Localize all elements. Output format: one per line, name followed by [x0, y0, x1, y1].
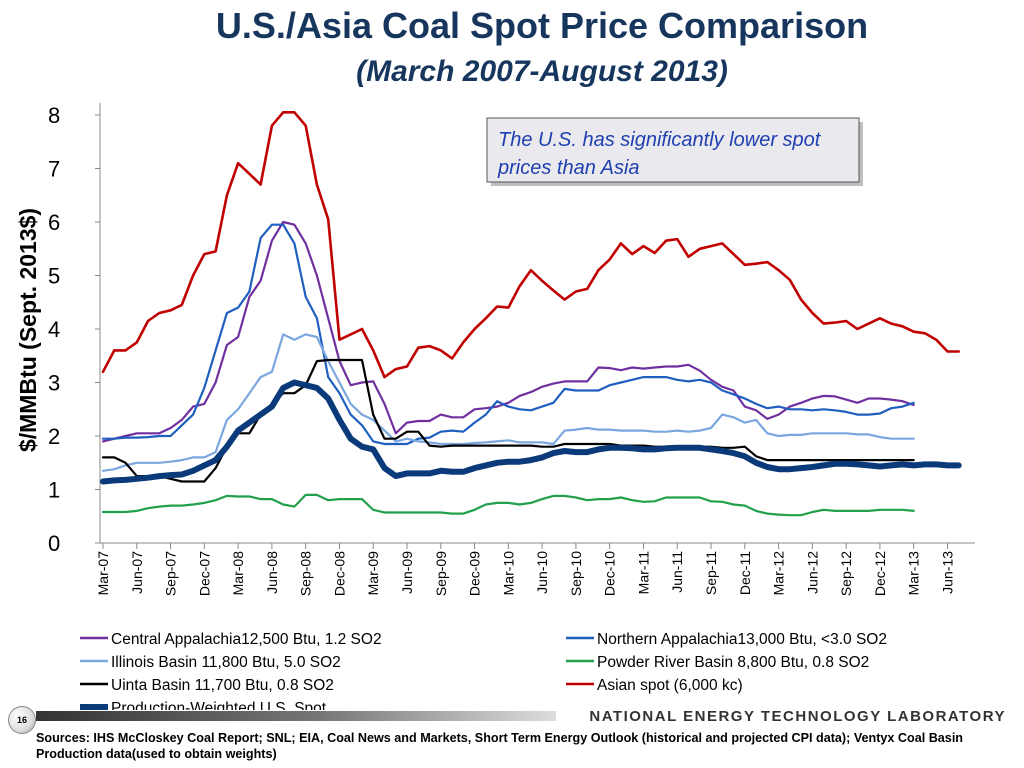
x-tick-label: Dec-10	[602, 551, 618, 596]
x-tick-label: Mar-08	[230, 551, 246, 596]
series-line-5	[101, 111, 961, 379]
x-tick-label: Jun-10	[534, 551, 550, 594]
y-tick-label: 6	[48, 210, 60, 235]
footer-bar	[36, 711, 556, 721]
y-tick-label: 1	[48, 478, 60, 503]
x-tick-label: Sep-10	[568, 551, 584, 596]
annotation-box	[486, 117, 860, 183]
legend-label-0: Central Appalachia12,500 Btu, 1.2 SO2	[111, 631, 382, 648]
lab-name: NATIONAL ENERGY TECHNOLOGY LABORATORY	[589, 708, 1006, 725]
legend-label-1: Northern Appalachia13,000 Btu, <3.0 SO2	[597, 631, 887, 648]
sources-note: Sources: IHS McCloskey Coal Report; SNL;…	[36, 731, 964, 761]
series-line-1	[101, 223, 915, 446]
y-tick-label: 4	[48, 317, 60, 342]
annotation-line-1: The U.S. has significantly lower spot	[498, 129, 822, 151]
x-tick-label: Jun-09	[399, 551, 415, 594]
y-tick-label: 5	[48, 264, 60, 289]
x-tick-label: Dec-12	[872, 551, 888, 596]
series-line-0	[101, 220, 915, 443]
x-tick-label: Dec-08	[331, 551, 347, 596]
annotation-line-2: prices than Asia	[497, 157, 640, 179]
y-tick-label: 3	[48, 371, 60, 396]
slide-subtitle: (March 2007-August 2013)	[356, 55, 728, 88]
legend-label-3: Powder River Basin 8,800 Btu, 0.8 SO2	[597, 654, 869, 671]
x-tick-label: Jun-07	[129, 551, 145, 594]
y-tick-label: 7	[48, 157, 60, 182]
x-tick-label: Mar-12	[771, 551, 787, 596]
x-tick-label: Dec-11	[737, 551, 753, 595]
x-tick-label: Sep-11	[703, 551, 719, 595]
y-tick-label: 8	[48, 103, 60, 128]
series-line-2	[101, 333, 915, 472]
x-tick-label: Sep-12	[838, 551, 854, 596]
y-axis-label: $/MMBtu (Sept. 2013$)	[15, 208, 41, 452]
x-tick-label: Dec-07	[196, 551, 212, 596]
x-tick-label: Sep-08	[298, 551, 314, 596]
x-tick-label: Jun-13	[939, 551, 955, 594]
series-line-3	[101, 493, 915, 517]
x-tick-label: Jun-12	[804, 551, 820, 594]
x-tick-label: Mar-07	[95, 551, 111, 596]
x-tick-label: Mar-13	[906, 551, 922, 596]
x-tick-label: Mar-09	[365, 551, 381, 596]
slide-title: U.S./Asia Coal Spot Price Comparison	[215, 5, 869, 46]
legend-label-6: Production-Weighted U.S. Spot	[111, 700, 327, 710]
chart: 0 1 2 3 4 5 6 7 8 Mar-07 Jun-07 Sep-07 Dec-07 Mar-08 J…	[15, 103, 975, 710]
legend-label-5: Asian spot (6,000 kc)	[597, 677, 743, 694]
legend-label-2: Illinois Basin 11,800 Btu, 5.0 SO2	[111, 654, 341, 671]
x-tick-label: Jun-08	[264, 551, 280, 594]
y-tick-label: 0	[48, 531, 60, 556]
legend-label-4: Uinta Basin 11,700 Btu, 0.8 SO2	[111, 677, 334, 694]
slide-number: 16	[8, 706, 36, 734]
y-tick-label: 2	[48, 424, 60, 449]
x-tick-label: Mar-11	[635, 551, 651, 595]
x-tick-label: Mar-10	[500, 551, 516, 596]
series-line-6	[100, 379, 962, 485]
x-tick-label: Jun-11	[669, 551, 685, 593]
x-tick-label: Sep-07	[163, 551, 179, 596]
x-tick-label: Dec-09	[467, 551, 483, 596]
x-tick-label: Sep-09	[433, 551, 449, 596]
